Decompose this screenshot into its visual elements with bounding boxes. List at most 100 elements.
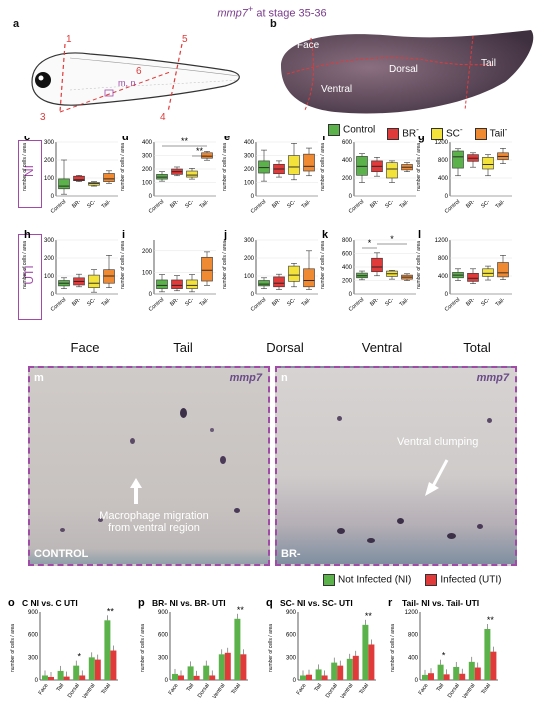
x-tick-label: BR- bbox=[71, 297, 82, 308]
x-tick-label: BR- bbox=[465, 297, 476, 308]
panel-m-label: m bbox=[34, 372, 44, 384]
box bbox=[103, 173, 115, 182]
bar bbox=[209, 675, 216, 680]
y-tick-label: 0 bbox=[349, 292, 353, 298]
y-tick-label: 200 bbox=[342, 176, 353, 182]
title-rest: at stage 35-36 bbox=[253, 7, 327, 20]
panel-m-gene: mmp7 bbox=[229, 372, 262, 384]
y-tick-label: 0 bbox=[149, 194, 153, 200]
x-tick-label: Total bbox=[100, 683, 112, 696]
y-tick-label: 100 bbox=[142, 270, 153, 276]
x-tick-label: Control bbox=[250, 297, 267, 313]
panel-label: i bbox=[122, 229, 125, 241]
y-tick-label: 0 bbox=[51, 194, 55, 200]
bar bbox=[490, 651, 497, 680]
bar bbox=[459, 673, 466, 680]
x-tick-label: Control bbox=[148, 199, 165, 215]
y-axis-label: number of cells / area bbox=[120, 143, 126, 191]
legend-text: Tail bbox=[489, 128, 505, 140]
sig-annotation: ** bbox=[196, 146, 204, 156]
box bbox=[58, 178, 70, 190]
box bbox=[452, 150, 464, 169]
panel-n-arrow-text: Ventral clumping bbox=[397, 436, 479, 448]
box bbox=[258, 280, 270, 287]
box bbox=[88, 274, 100, 289]
region-ventral: Ventral bbox=[361, 340, 403, 355]
y-tick-label: 400 bbox=[244, 140, 255, 146]
panel-label: g bbox=[418, 136, 425, 143]
y-axis-label: number of cells / area bbox=[22, 241, 28, 289]
box bbox=[258, 160, 270, 174]
x-tick-label: BR- bbox=[169, 297, 180, 308]
x-tick-label: Tail- bbox=[399, 297, 411, 308]
barchart-r: r Tail- NI vs. Tail- UTI number of cells /… bbox=[388, 597, 498, 700]
box bbox=[88, 182, 100, 186]
x-tick-label: Total bbox=[358, 683, 370, 696]
x-tick-label: Tail- bbox=[495, 199, 507, 210]
y-tick-label: 0 bbox=[251, 292, 255, 298]
chart-title: BR- NI vs. BR- UTI bbox=[152, 598, 226, 608]
y-axis-label: number of cells / area bbox=[320, 143, 326, 191]
barchart-p: p BR- NI vs. BR- UTI number of cells / are… bbox=[138, 597, 248, 700]
cell-blob bbox=[220, 456, 226, 464]
y-axis-label: number of cells / area bbox=[140, 624, 146, 672]
bar bbox=[331, 662, 338, 680]
barchart-grid: o C NI vs. C UTI number of cells / area 0 30… bbox=[8, 597, 498, 700]
cut-label-3: 3 bbox=[40, 112, 46, 123]
cell-blob bbox=[130, 438, 135, 444]
legend-sc: SC- bbox=[430, 124, 463, 140]
bar bbox=[300, 675, 306, 680]
chart-title: Tail- NI vs. Tail- UTI bbox=[402, 598, 479, 608]
box bbox=[371, 257, 383, 273]
panel-label: e bbox=[224, 136, 230, 143]
panel-label: h bbox=[24, 229, 31, 241]
y-tick-label: 0 bbox=[149, 292, 153, 298]
bar bbox=[321, 675, 328, 680]
bar bbox=[474, 667, 481, 680]
cell-blob bbox=[337, 416, 342, 421]
sig-annotation: * bbox=[77, 652, 81, 662]
box bbox=[482, 156, 494, 170]
x-tick-label: Dorsal bbox=[67, 683, 81, 699]
y-tick-label: 0 bbox=[445, 292, 449, 298]
panel-m-corner: CONTROL bbox=[34, 548, 89, 560]
cell-blob bbox=[180, 408, 187, 418]
cell-blob bbox=[367, 538, 375, 543]
x-tick-label: Control bbox=[348, 297, 365, 313]
y-tick-label: 800 bbox=[408, 633, 419, 639]
bar bbox=[187, 666, 194, 680]
y-tick-label: 0 bbox=[349, 194, 353, 200]
y-tick-label: 100 bbox=[142, 181, 153, 187]
y-tick-label: 0 bbox=[51, 292, 55, 298]
panel-label: f bbox=[322, 136, 326, 143]
y-tick-label: 300 bbox=[142, 154, 153, 160]
box bbox=[73, 175, 85, 182]
diagonal-arrow-icon bbox=[425, 459, 449, 496]
bar bbox=[94, 659, 101, 680]
x-tick-label: SC- bbox=[384, 199, 395, 210]
cell-blob bbox=[477, 524, 483, 529]
barchart-o: o C NI vs. C UTI number of cells / area 0 30… bbox=[8, 597, 118, 700]
x-tick-label: Control bbox=[50, 199, 67, 215]
box bbox=[186, 170, 198, 178]
x-tick-label: Control bbox=[444, 199, 461, 215]
panel-label: k bbox=[322, 229, 329, 241]
y-tick-label: 900 bbox=[158, 610, 169, 616]
x-tick-label: BR- bbox=[369, 297, 380, 308]
title-gene: mmp7 bbox=[217, 7, 248, 20]
box bbox=[288, 155, 300, 175]
bar bbox=[468, 661, 475, 680]
y-axis-label: number of cells / area bbox=[22, 143, 28, 191]
x-tick-label: Tail bbox=[436, 683, 446, 693]
legend-text: Control bbox=[343, 124, 376, 136]
x-tick-label: Tail- bbox=[399, 199, 411, 210]
region-dorsal: Dorsal bbox=[266, 340, 304, 355]
bar bbox=[104, 620, 111, 680]
legend-swatch bbox=[425, 574, 438, 586]
y-axis-label: number of cells / area bbox=[268, 624, 274, 672]
x-tick-label: Ventral bbox=[82, 683, 97, 700]
box bbox=[171, 279, 183, 289]
